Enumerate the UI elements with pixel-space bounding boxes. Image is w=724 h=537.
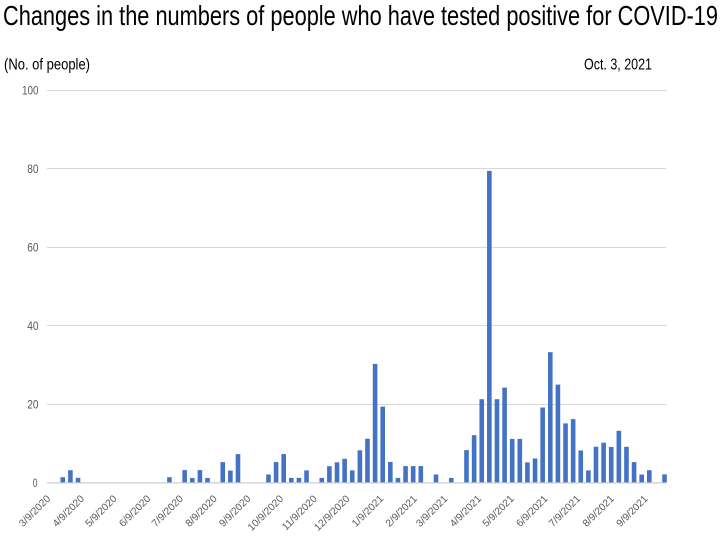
svg-text:60: 60 [27, 240, 39, 254]
svg-text:(No. of people): (No. of people) [4, 57, 90, 74]
svg-text:100: 100 [22, 84, 39, 98]
svg-text:40: 40 [27, 319, 39, 333]
svg-text:80: 80 [27, 162, 39, 176]
svg-text:Oct. 3, 2021: Oct. 3, 2021 [584, 57, 652, 74]
svg-text:0: 0 [33, 476, 38, 490]
svg-text:20: 20 [27, 397, 39, 411]
svg-text:Changes in the numbers of peop: Changes in the numbers of people who hav… [3, 0, 718, 31]
